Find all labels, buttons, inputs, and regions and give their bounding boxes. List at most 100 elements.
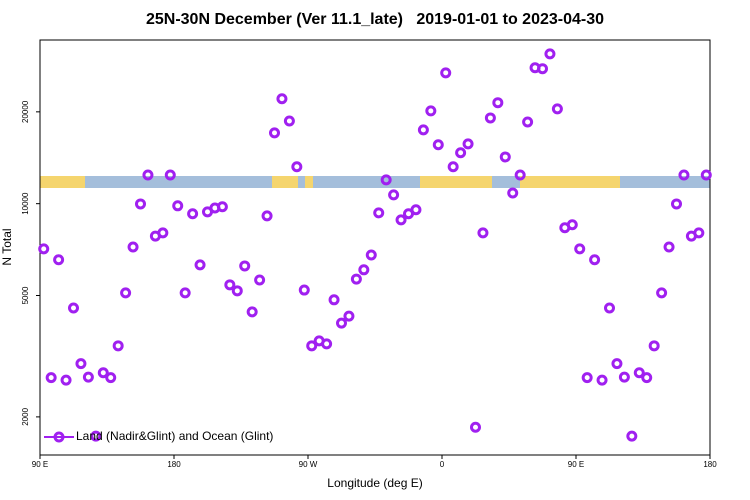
data-point (216, 201, 228, 213)
data-point (388, 189, 400, 201)
data-point (306, 340, 318, 352)
data-point (373, 207, 385, 219)
legend-marker (53, 431, 65, 443)
x-tick-label: 90 W (299, 460, 318, 469)
land-band (305, 176, 313, 188)
data-point (455, 147, 467, 159)
chart-title: 25N-30N December (Ver 11.1_late) 2019-01… (146, 11, 604, 28)
data-point (60, 374, 72, 386)
data-point (105, 372, 117, 384)
data-point (425, 105, 437, 117)
land-band (40, 176, 85, 188)
data-point (440, 67, 452, 79)
data-point (82, 371, 94, 383)
y-tick-label: 5000 (21, 286, 30, 304)
land-band (520, 176, 620, 188)
data-point (179, 287, 191, 299)
data-point (298, 284, 310, 296)
data-point (671, 198, 682, 210)
data-point (358, 264, 370, 276)
x-tick-label: 90 E (568, 460, 584, 469)
data-point (336, 317, 347, 329)
data-point (656, 287, 668, 299)
data-point (499, 151, 511, 163)
data-point (581, 372, 593, 384)
data-point (514, 169, 526, 181)
data-point (135, 198, 146, 210)
data-point (611, 358, 623, 370)
x-tick-label: 90 E (32, 460, 48, 469)
data-point (492, 97, 504, 109)
data-point (618, 371, 630, 383)
data-point (596, 374, 608, 386)
x-tick-label: 0 (440, 460, 445, 469)
data-point (544, 48, 556, 60)
land-band (272, 176, 298, 188)
land-band (420, 176, 492, 188)
data-point (566, 219, 578, 231)
data-point (142, 169, 154, 181)
data-point (663, 241, 675, 253)
data-point (365, 249, 377, 261)
x-tick-label: 180 (703, 460, 717, 469)
data-point (194, 259, 206, 271)
plot-frame (39, 39, 711, 456)
data-point (224, 279, 236, 291)
data-point (239, 260, 251, 272)
data-point (641, 372, 653, 384)
y-axis-label: N Total (0, 228, 14, 265)
data-point (447, 161, 459, 173)
data-point (350, 273, 362, 285)
data-point (261, 210, 273, 222)
data-point (328, 294, 340, 306)
data-point (269, 127, 280, 139)
data-point (417, 124, 429, 136)
data-point (604, 302, 615, 314)
data-point (410, 204, 422, 216)
data-point (462, 138, 474, 150)
data-point (574, 243, 586, 255)
data-point (343, 310, 355, 322)
data-point (633, 367, 645, 379)
data-point (53, 254, 65, 266)
data-point (75, 358, 87, 370)
data-point (380, 174, 392, 186)
data-point (246, 306, 258, 318)
y-tick-label: 10000 (21, 192, 30, 215)
data-point (254, 274, 266, 286)
data-point (45, 372, 57, 384)
data-point (97, 367, 109, 379)
data-point (700, 169, 712, 181)
data-point (589, 254, 601, 266)
data-point (537, 63, 548, 75)
data-point (626, 430, 638, 442)
data-point (90, 430, 102, 442)
data-point (551, 103, 563, 115)
data-point (291, 161, 303, 173)
data-point (283, 115, 295, 127)
y-tick-label: 20000 (21, 100, 30, 123)
data-point (157, 227, 169, 239)
data-point (395, 214, 407, 226)
data-point (276, 93, 288, 105)
data-point (648, 340, 660, 352)
data-point (693, 227, 705, 239)
data-point (120, 287, 132, 299)
data-point (470, 421, 481, 433)
data-point (678, 169, 690, 181)
data-point (68, 302, 79, 314)
data-point (172, 200, 184, 212)
data-point (127, 241, 139, 253)
x-axis-label: Longitude (deg E) (327, 476, 422, 490)
data-point (507, 187, 519, 199)
x-tick-label: 180 (167, 460, 181, 469)
data-point (187, 208, 199, 220)
legend-label: Land (Nadir&Glint) and Ocean (Glint) (76, 429, 273, 443)
data-point (112, 340, 124, 352)
data-point (164, 169, 176, 181)
data-point (231, 285, 243, 297)
data-point (477, 227, 489, 239)
data-point (321, 338, 333, 350)
